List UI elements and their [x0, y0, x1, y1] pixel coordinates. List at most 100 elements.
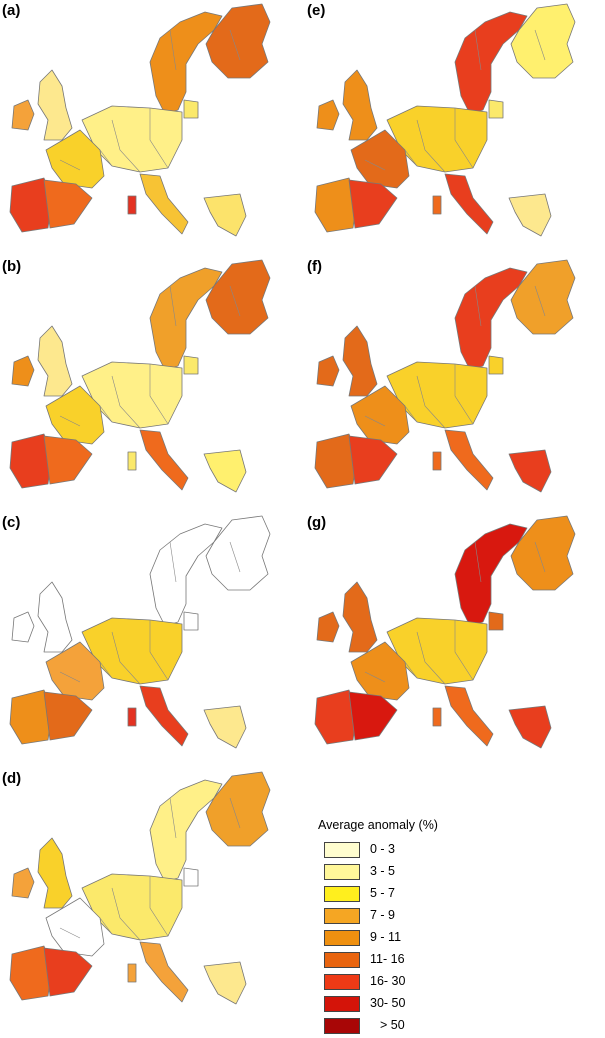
region-border	[474, 29, 482, 71]
europe-map-e	[314, 3, 576, 237]
ireland-region	[316, 355, 340, 387]
region-border	[474, 541, 482, 583]
britain-region	[342, 581, 378, 653]
legend-swatch	[324, 996, 360, 1012]
scandinavia-region	[149, 779, 223, 883]
legend-label: 7 - 9	[370, 908, 396, 922]
italy-region	[444, 173, 494, 235]
iberia-east-region	[348, 179, 398, 229]
iberia-east-region	[43, 435, 93, 485]
legend-swatch	[324, 842, 360, 858]
legend-swatch	[324, 952, 360, 968]
europe-map-c	[9, 515, 271, 749]
central-europe-region	[386, 617, 488, 685]
region-border	[364, 159, 386, 171]
sardinia-region	[127, 195, 137, 215]
region-border	[99, 661, 113, 679]
legend-label: 11- 16	[370, 952, 405, 966]
region-border	[364, 415, 386, 427]
italy-region	[139, 941, 189, 1003]
region-border	[169, 541, 177, 583]
baltic-region	[488, 355, 504, 375]
central-europe-region	[81, 361, 183, 429]
map-panel-a: (a)	[0, 0, 300, 256]
central-europe-region	[81, 105, 183, 173]
britain-region	[342, 69, 378, 141]
region-border	[404, 661, 418, 679]
region-border	[229, 29, 241, 61]
region-border	[169, 285, 177, 327]
legend-item: 7 - 9	[318, 906, 568, 928]
region-border	[474, 285, 482, 327]
region-border	[416, 375, 446, 429]
britain-region	[37, 837, 73, 909]
region-border	[111, 119, 141, 173]
region-border	[99, 917, 113, 935]
ireland-region	[11, 99, 35, 131]
central-europe-region	[81, 617, 183, 685]
baltic-region	[183, 867, 199, 887]
finland-region	[205, 259, 271, 335]
central-europe-region	[386, 105, 488, 173]
britain-region	[37, 581, 73, 653]
legend-label: 3 - 5	[370, 864, 396, 878]
panel-label-f: (f)	[307, 258, 322, 275]
finland-region	[205, 771, 271, 847]
region-border	[149, 364, 169, 425]
iberia-east-region	[43, 691, 93, 741]
region-border	[59, 927, 81, 939]
iberia-east-region	[348, 691, 398, 741]
region-border	[59, 671, 81, 683]
region-border	[99, 149, 113, 167]
panel-label-g: (g)	[307, 514, 327, 531]
greece-region	[508, 449, 552, 493]
sardinia-region	[127, 963, 137, 983]
iberia-west-region	[9, 689, 53, 745]
region-border	[534, 285, 546, 317]
legend-swatch	[324, 864, 360, 880]
legend-label: 5 - 7	[370, 886, 396, 900]
panel-label-d: (d)	[2, 770, 22, 787]
france-region	[45, 129, 105, 189]
region-border	[169, 29, 177, 71]
italy-region	[139, 685, 189, 747]
legend-item: 0 - 3	[318, 840, 568, 862]
legend: Average anomaly (%) 0 - 3 3 - 5 5 - 7 7 …	[318, 818, 568, 1038]
legend-item: 9 - 11	[318, 928, 568, 950]
baltic-region	[488, 611, 504, 631]
europe-map-b	[9, 259, 271, 493]
ireland-region	[316, 611, 340, 643]
france-region	[45, 641, 105, 701]
legend-label: 9 - 11	[370, 930, 402, 944]
region-border	[59, 415, 81, 427]
panel-label-a: (a)	[2, 2, 21, 19]
legend-label: 16- 30	[370, 974, 406, 988]
sardinia-region	[432, 195, 442, 215]
finland-region	[510, 3, 576, 79]
italy-region	[444, 685, 494, 747]
legend-item: 3 - 5	[318, 862, 568, 884]
legend-title: Average anomaly (%)	[318, 818, 438, 832]
legend-item: 16- 30	[318, 972, 568, 994]
britain-region	[342, 325, 378, 397]
france-region	[350, 385, 410, 445]
scandinavia-region	[149, 267, 223, 371]
map-panel-d: (d)	[0, 768, 300, 1024]
sardinia-region	[432, 707, 442, 727]
region-border	[229, 797, 241, 829]
iberia-west-region	[9, 177, 53, 233]
baltic-region	[183, 355, 199, 375]
central-europe-region	[81, 873, 183, 941]
legend-item: > 50	[318, 1016, 568, 1038]
legend-swatch	[324, 974, 360, 990]
italy-region	[444, 429, 494, 491]
france-region	[350, 129, 410, 189]
france-region	[45, 385, 105, 445]
panel-label-b: (b)	[2, 258, 22, 275]
map-panel-g: (g)	[305, 512, 605, 768]
ireland-region	[11, 355, 35, 387]
region-border	[99, 405, 113, 423]
region-border	[229, 285, 241, 317]
ireland-region	[316, 99, 340, 131]
britain-region	[37, 69, 73, 141]
